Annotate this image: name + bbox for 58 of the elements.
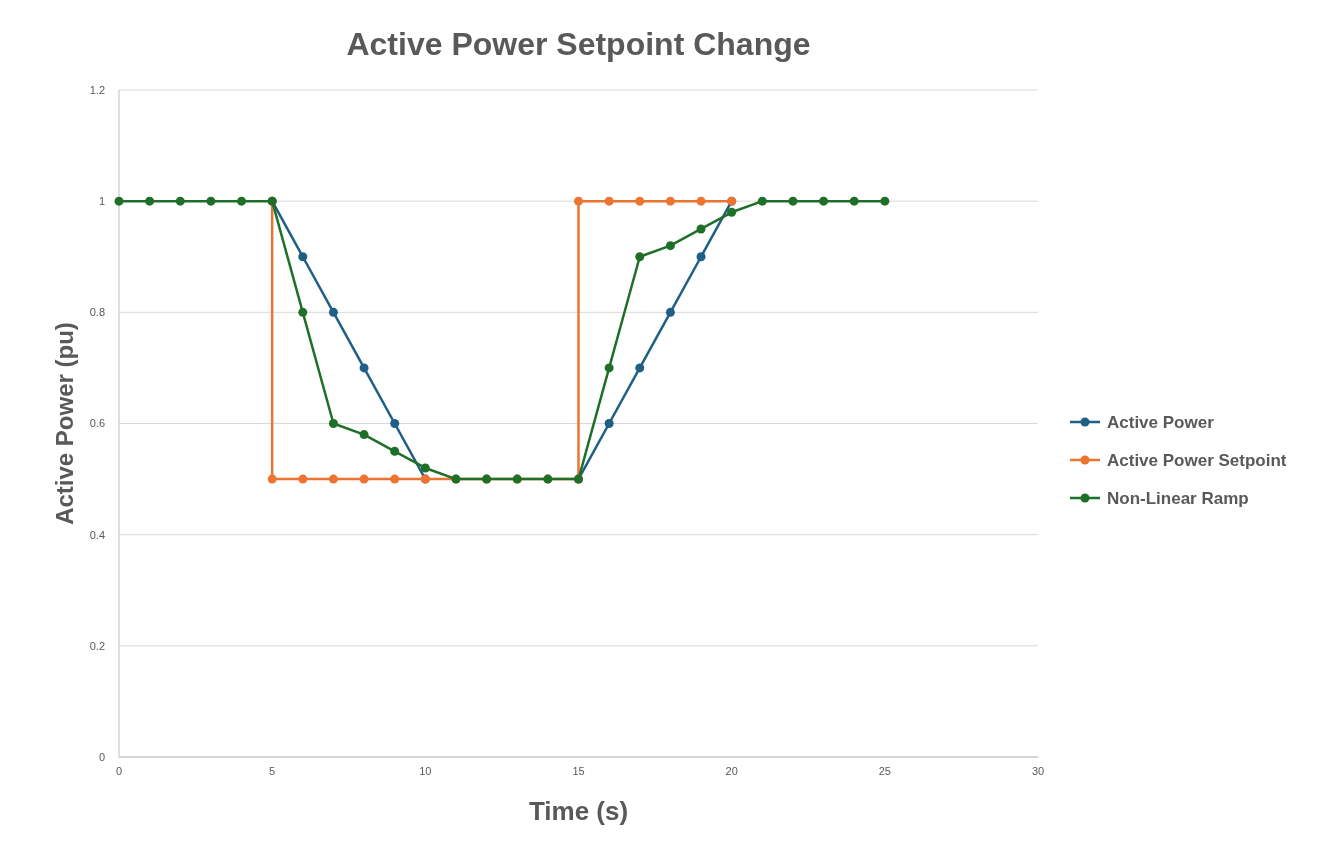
y-tick-label: 0.2: [89, 639, 105, 652]
point: [390, 446, 400, 456]
point: [298, 474, 308, 484]
point: [420, 463, 430, 473]
x-tick-label: 5: [269, 765, 276, 777]
point: [114, 196, 124, 206]
point: [574, 196, 583, 206]
x-tick-label: 10: [419, 765, 432, 777]
y-tick-label: 0: [98, 750, 105, 763]
y-tick-label: 0.6: [89, 417, 105, 430]
point: [390, 474, 400, 484]
point: [604, 196, 614, 206]
y-tick-label: 1.2: [89, 83, 105, 96]
point: [635, 252, 645, 262]
point: [328, 474, 338, 484]
legend-label: Non-Linear Ramp: [1107, 488, 1249, 508]
point: [635, 196, 645, 206]
point: [359, 363, 369, 373]
point: [635, 363, 645, 373]
point: [237, 196, 247, 206]
x-axis-title: Time (s): [528, 796, 629, 826]
y-axis-title: Active Power (pu): [51, 322, 78, 525]
point: [298, 252, 308, 262]
point: [328, 307, 338, 317]
point: [696, 224, 706, 234]
point: [665, 196, 675, 206]
y-tick-label: 0.4: [89, 528, 105, 541]
x-tick-label: 30: [1031, 765, 1045, 777]
point: [175, 196, 185, 206]
point: [145, 196, 155, 206]
point: [849, 196, 859, 206]
chart-title: Active Power Setpoint Change: [346, 26, 811, 62]
x-tick-label: 0: [115, 765, 123, 777]
x-tick-label: 20: [725, 765, 738, 777]
point: [206, 196, 216, 206]
point: [604, 419, 614, 428]
point: [880, 196, 890, 206]
point: [359, 430, 369, 440]
y-tick-label: 0.8: [89, 306, 105, 319]
point: [298, 307, 308, 317]
point: [665, 241, 675, 251]
point: [267, 474, 277, 484]
point: [757, 196, 767, 206]
point: [819, 196, 829, 206]
point: [665, 307, 675, 317]
legend-label: Active Power: [1107, 412, 1215, 432]
point: [788, 196, 798, 206]
point: [696, 196, 706, 206]
point: [727, 207, 737, 217]
y-tick-label: 1: [98, 195, 105, 208]
point: [390, 419, 400, 428]
x-tick-label: 15: [572, 765, 585, 777]
point: [359, 474, 369, 484]
point: [328, 419, 338, 428]
x-tick-label: 25: [878, 765, 891, 777]
legend-label: Active Power Setpoint: [1107, 450, 1287, 470]
point: [696, 252, 706, 262]
point: [604, 363, 614, 373]
